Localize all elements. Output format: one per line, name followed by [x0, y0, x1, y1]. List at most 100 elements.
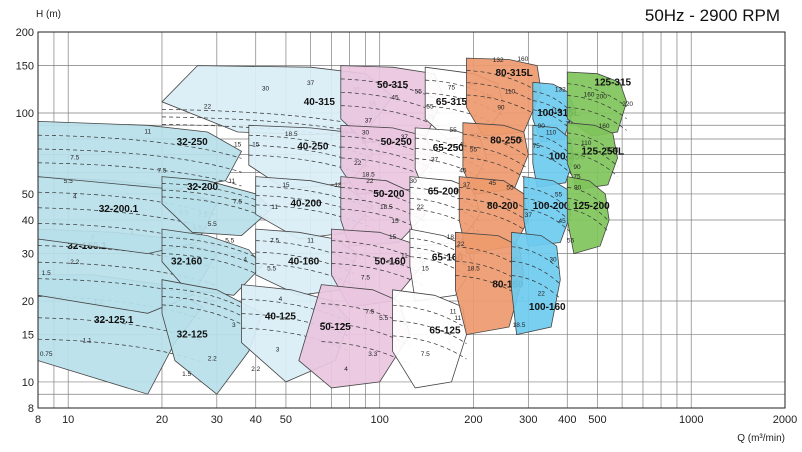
x-tick-label: 1000 [679, 414, 703, 426]
head-curve [462, 145, 529, 170]
head-curve [425, 105, 504, 130]
x-tick-label: 30 [211, 414, 223, 426]
region-label: 65-125 [429, 326, 461, 337]
pump-region-50-315: 3745557550-315 [340, 65, 444, 143]
head-curve [567, 152, 618, 177]
pump-regions: 1.5 2.2 1.1 0.75 32-125.1 4 3 2.2 1.5 32-160.1 5.5… [37, 56, 633, 395]
kw-label: 30 [409, 178, 417, 185]
kw-label: 75 [573, 174, 581, 181]
pump-region-32-125: 3 2.2 1.5 32-125 [161, 279, 263, 395]
kw-label: 11 [454, 315, 461, 322]
head-curve [321, 303, 411, 328]
region-label: 50-125 [320, 322, 352, 333]
head-curve [462, 156, 529, 181]
head-curve [392, 335, 467, 360]
kw-label: 15 [234, 142, 242, 149]
kw-label: 11 [271, 204, 278, 211]
kw-label: 3 [232, 322, 236, 329]
region-label: 125-250L [581, 146, 624, 157]
kw-label: 15 [422, 265, 430, 272]
kw-label: 37 [431, 157, 439, 164]
kw-label: 37 [454, 189, 462, 196]
kw-label: 37 [525, 212, 533, 219]
kw-label: 160 [599, 123, 610, 130]
head-curve [340, 157, 435, 182]
kw-label: 22 [538, 290, 546, 297]
kw-label: 7.5 [70, 155, 79, 162]
pump-region-125-315: 200 220 160 125-315 [566, 71, 633, 137]
pump-region-50-160: 15 11 7.5 50-160 [331, 228, 426, 308]
head-curve [567, 132, 618, 157]
kw-label: 11 [401, 253, 408, 260]
x-tick-label: 500 [588, 414, 606, 426]
kw-label: 4 [243, 257, 247, 264]
kw-label: 1.1 [83, 338, 92, 345]
head-curve [161, 287, 249, 312]
kw-label: 11 [144, 128, 151, 135]
kw-label: 110 [581, 140, 592, 147]
kw-label: 15 [389, 234, 397, 241]
region-shape [331, 228, 426, 308]
pump-region-80-250: 55 75 45 80-250 [459, 122, 529, 195]
kw-label: 11 [228, 178, 235, 185]
region-label: 40-200 [290, 199, 322, 210]
kw-label: 55 [470, 146, 478, 153]
kw-label: 5.5 [225, 237, 234, 244]
kw-label: 55 [449, 127, 457, 134]
head-curve [415, 148, 487, 172]
head-curve [161, 236, 263, 261]
pump-region-100-200: 55 37 45 100-200 [523, 176, 572, 247]
kw-label: 15 [282, 182, 290, 189]
region-label: 40-160 [288, 257, 320, 268]
region-label: 32-160.1 [67, 241, 107, 252]
kw-label: 15 [252, 142, 260, 149]
head-curve [567, 142, 618, 167]
region-shape [511, 231, 561, 336]
y-tick-label: 15 [22, 330, 34, 342]
x-tick-label: 8 [35, 414, 41, 426]
head-curve [340, 146, 435, 171]
region-shape [37, 120, 243, 190]
y-tick-label: 10 [22, 377, 34, 389]
head-curve [409, 187, 481, 211]
head-curve [161, 245, 263, 269]
kw-label: 75 [515, 137, 523, 144]
x-tick-label: 400 [558, 414, 576, 426]
region-label: 100-315L [537, 108, 580, 119]
region-shape [462, 122, 529, 195]
region-label: 80-315L [495, 68, 532, 79]
kw-label: 75 [448, 85, 456, 92]
head-curve [392, 304, 467, 329]
region-label: 65-315 [436, 97, 468, 108]
chart-title: 50Hz - 2900 RPM [645, 6, 780, 25]
region-label: 80-250 [490, 136, 522, 147]
kw-label: 18.5 [447, 234, 460, 241]
head-curve [255, 251, 358, 276]
pump-region-65-125: 11 7.5 65-125 [392, 289, 467, 389]
kw-label: 7.5 [361, 275, 370, 282]
kw-label: 30 [549, 257, 557, 264]
x-axis-label: Q (m³/min) [737, 433, 785, 444]
head-curve [340, 105, 444, 130]
kw-label: 11 [450, 308, 457, 315]
kw-label: 132 [555, 87, 566, 94]
x-tick-label: 300 [519, 414, 537, 426]
kw-label: 5.5 [208, 221, 217, 228]
x-tick-label: 2000 [773, 414, 797, 426]
head-curve [532, 153, 575, 178]
pump-region-32-160: 5.5 4 32-160 [161, 228, 263, 296]
region-label: 32-160 [171, 257, 203, 268]
region-label: 65-200 [428, 187, 460, 198]
head-curve [567, 83, 627, 108]
kw-label: 18.5 [380, 204, 393, 211]
head-curve [409, 197, 481, 222]
kw-label: 160 [517, 56, 528, 63]
pump-region-100-160: 30 22 18.5 100-160 [511, 231, 566, 336]
pump-region-125-200: 75 55 90 125-200 [566, 174, 610, 255]
region-label: 80-200 [487, 201, 519, 212]
head-curve [511, 260, 561, 285]
kw-label: 200 [596, 94, 607, 101]
head-curve [161, 304, 249, 329]
kw-label: 22 [366, 178, 374, 185]
kw-label: 45 [391, 95, 399, 102]
